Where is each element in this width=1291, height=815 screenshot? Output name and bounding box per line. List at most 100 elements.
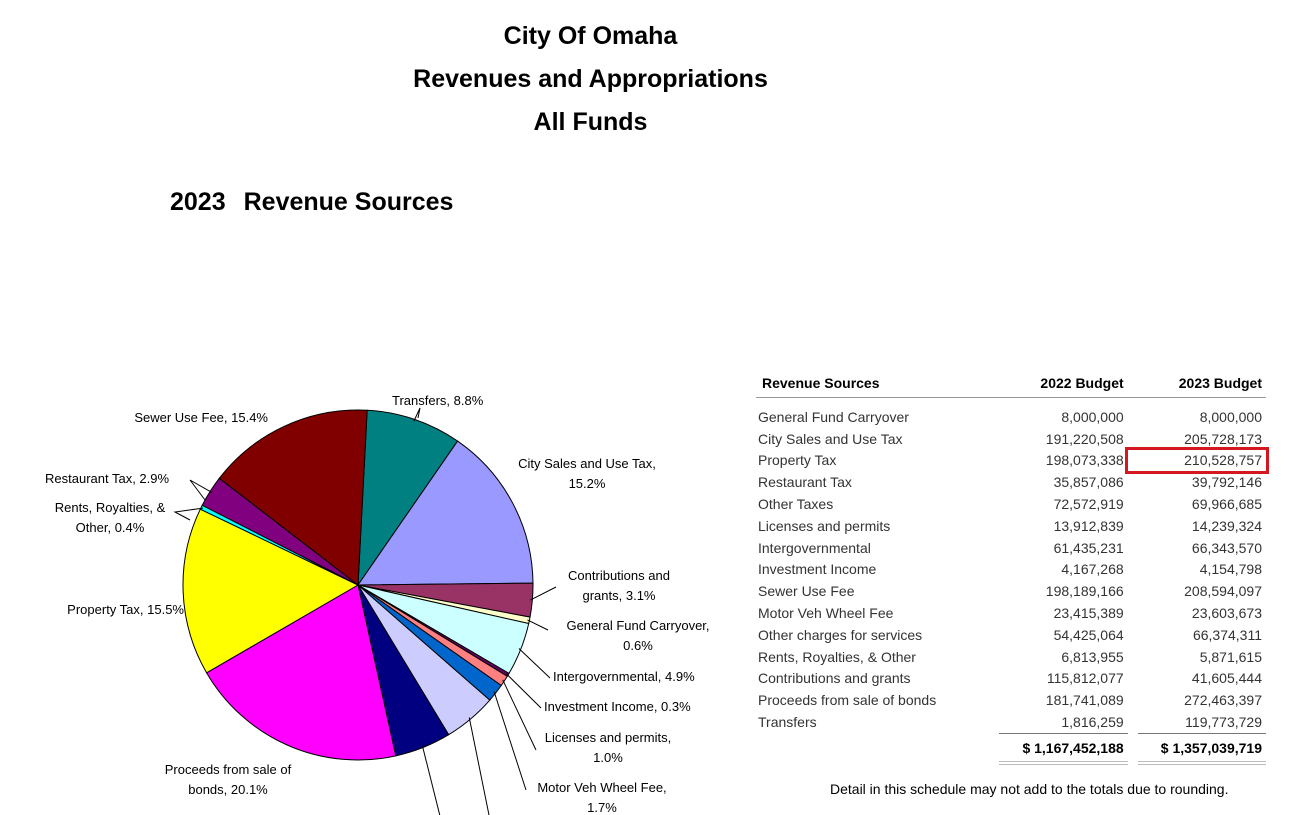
row-b2023-value: 8,000,000 (1199, 408, 1262, 425)
leader-line (468, 717, 490, 815)
pie-slice-label: City Sales and Use Tax, 15.2% (518, 456, 656, 491)
chart-heading-label: Revenue Sources (243, 188, 454, 216)
leader-line (527, 619, 549, 631)
row-source-name: Sewer Use Fee (758, 583, 855, 600)
pie-slice-label: Property Tax, 15.5% (67, 602, 184, 617)
table-row: Other charges for services 54,425,064 66,3… (756, 624, 1266, 646)
table-row: Intergovernmental 61,435,231 66,343,570 (756, 537, 1266, 559)
total-2022: $ 1,167,452,188 (989, 732, 1128, 765)
table-row: Motor Veh Wheel Fee 23,415,389 23,603,673 (756, 602, 1266, 624)
highlighted-property-tax-2023: 210,528,757 (1124, 446, 1270, 475)
table-row: Contributions and grants 115,812,077 41,60… (756, 668, 1266, 690)
leader-line (189, 479, 213, 501)
pie-slice-label: Investment Income, 0.3% (544, 699, 691, 714)
report-subtitle: Revenues and Appropriations (413, 65, 768, 93)
row-b2022-value: 198,073,338 (1045, 452, 1124, 469)
col-header-2023-budget: 2023 Budget (1178, 375, 1262, 391)
report-title: City Of Omaha (503, 22, 678, 50)
rounding-note: Detail in this schedule may not add to t… (830, 781, 1229, 797)
row-b2023-value: 23,603,673 (1191, 605, 1262, 622)
row-b2023-value: 14,239,324 (1191, 517, 1262, 534)
pie-slice-label: Contributions and grants, 3.1% (568, 568, 670, 603)
row-source-name: Motor Veh Wheel Fee (758, 605, 894, 622)
row-b2023-value: 39,792,146 (1191, 474, 1262, 491)
row-b2022-value: 198,189,166 (1045, 583, 1124, 600)
row-source-name: Intergovernmental (758, 539, 871, 556)
pie-slice-property-tax (182, 508, 360, 674)
revenue-table: Revenue Sources 2022 Budget 2023 Budget … (756, 372, 1270, 765)
pie-slice-label: Licenses and permits, 1.0% (545, 730, 671, 765)
row-b2022-value: 54,425,064 (1053, 626, 1124, 643)
table-row: Restaurant Tax 35,857,086 39,792,146 (756, 471, 1266, 493)
row-b2022-value: 35,857,086 (1053, 474, 1124, 491)
leader-line (530, 586, 557, 601)
row-b2022-value: 23,415,389 (1053, 605, 1124, 622)
row-b2022-value: 1,816,259 (1061, 714, 1124, 731)
pie-slice-label: Transfers, 8.8% (392, 393, 484, 408)
leader-line (518, 648, 551, 679)
report-fund-scope: All Funds (533, 108, 648, 136)
pie-slice-label: Sewer Use Fee, 15.4% (134, 410, 268, 425)
leader-line (493, 691, 527, 791)
table-row: Property Tax 198,073,338 210,528,757 (756, 446, 1270, 475)
chart-heading: 2023 Revenue Sources (170, 188, 453, 217)
total-2023: $ 1,357,039,719 (1128, 732, 1267, 765)
row-b2022-value: 61,435,231 (1053, 539, 1124, 556)
leader-line (502, 679, 537, 751)
col-header-2022-budget: 2022 Budget (1040, 375, 1124, 391)
table-row: Other Taxes 72,572,919 69,966,685 (756, 493, 1266, 515)
row-source-name: General Fund Carryover (758, 408, 909, 425)
row-source-name: Transfers (758, 714, 817, 731)
row-b2022-value: 181,741,089 (1045, 692, 1124, 709)
row-b2022-value: 6,813,955 (1061, 648, 1124, 665)
row-b2023-value: 41,605,444 (1191, 670, 1262, 687)
row-source-name: Other charges for services (758, 626, 923, 643)
pie-slice-label: Restaurant Tax, 2.9% (45, 471, 169, 486)
pie-slice-label: Intergovernmental, 4.9% (553, 669, 695, 684)
row-b2022-value: 8,000,000 (1061, 408, 1124, 425)
row-source-name: Proceeds from sale of bonds (758, 692, 937, 709)
table-row: Proceeds from sale of bonds 181,741,089 27… (756, 689, 1266, 711)
table-header-row: Revenue Sources 2022 Budget 2023 Budget (756, 372, 1266, 398)
row-b2023-value: 5,871,615 (1199, 648, 1262, 665)
pie-slice-label: Motor Veh Wheel Fee, 1.7% (537, 780, 666, 815)
col-header-revenue-sources: Revenue Sources (762, 375, 880, 391)
chart-heading-year: 2023 (170, 188, 226, 216)
table-row: Sewer Use Fee 198,189,166 208,594,097 (756, 580, 1266, 602)
pie-slice-sewer-use-fee (218, 409, 368, 586)
table-row: Transfers 1,816,259 119,773,729 (756, 711, 1266, 733)
row-b2022-value: 72,572,919 (1053, 496, 1124, 513)
row-b2022-value: 4,167,268 (1061, 561, 1124, 578)
table-row: General Fund Carryover 8,000,000 8,000,000 (756, 398, 1266, 428)
leader-line (506, 673, 542, 709)
row-b2023-value: 66,343,570 (1191, 539, 1262, 556)
leader-line (173, 507, 204, 521)
row-b2023-value: 4,154,798 (1199, 561, 1262, 578)
row-b2023-value: 208,594,097 (1184, 583, 1262, 600)
row-source-name: Investment Income (758, 561, 877, 578)
pie-slice-label: Rents, Royalties, & Other, 0.4% (55, 500, 166, 535)
row-b2023-value: 205,728,173 (1184, 430, 1262, 447)
table-total-row: $ 1,167,452,188 $ 1,357,039,719 (756, 732, 1267, 765)
row-b2023-value: 66,374,311 (1192, 626, 1262, 643)
row-b2023-value: 272,463,397 (1184, 692, 1262, 709)
row-b2022-value: 13,912,839 (1053, 517, 1124, 534)
row-source-name: Licenses and permits (758, 517, 891, 534)
table-row: Rents, Royalties, & Other 6,813,955 5,871,… (756, 646, 1266, 668)
row-source-name: Rents, Royalties, & Other (758, 648, 916, 665)
row-source-name: Other Taxes (758, 496, 834, 513)
row-source-name: Restaurant Tax (758, 474, 852, 491)
revenue-pie-chart: Transfers, 8.8% City Sales and Use Tax, 15… (45, 393, 710, 815)
leader-line (413, 407, 421, 422)
row-source-name: City Sales and Use Tax (758, 430, 903, 447)
row-source-name: Contributions and grants (758, 670, 911, 687)
row-b2022-value: 115,812,077 (1046, 670, 1124, 687)
table-row: Licenses and permits 13,912,839 14,239,324 (756, 515, 1266, 537)
row-b2022-value: 191,220,508 (1045, 430, 1124, 447)
pie-slice-label: General Fund Carryover, 0.6% (566, 618, 709, 653)
row-b2023-value: 119,773,729 (1185, 714, 1262, 731)
pie-slice-label: Proceeds from sale of bonds, 20.1% (165, 762, 292, 797)
pie-slice-city-sales-and-use-tax (357, 440, 534, 586)
table-row: Investment Income 4,167,268 4,154,798 (756, 559, 1266, 581)
table-row: City Sales and Use Tax 191,220,508 205,728… (756, 428, 1266, 450)
